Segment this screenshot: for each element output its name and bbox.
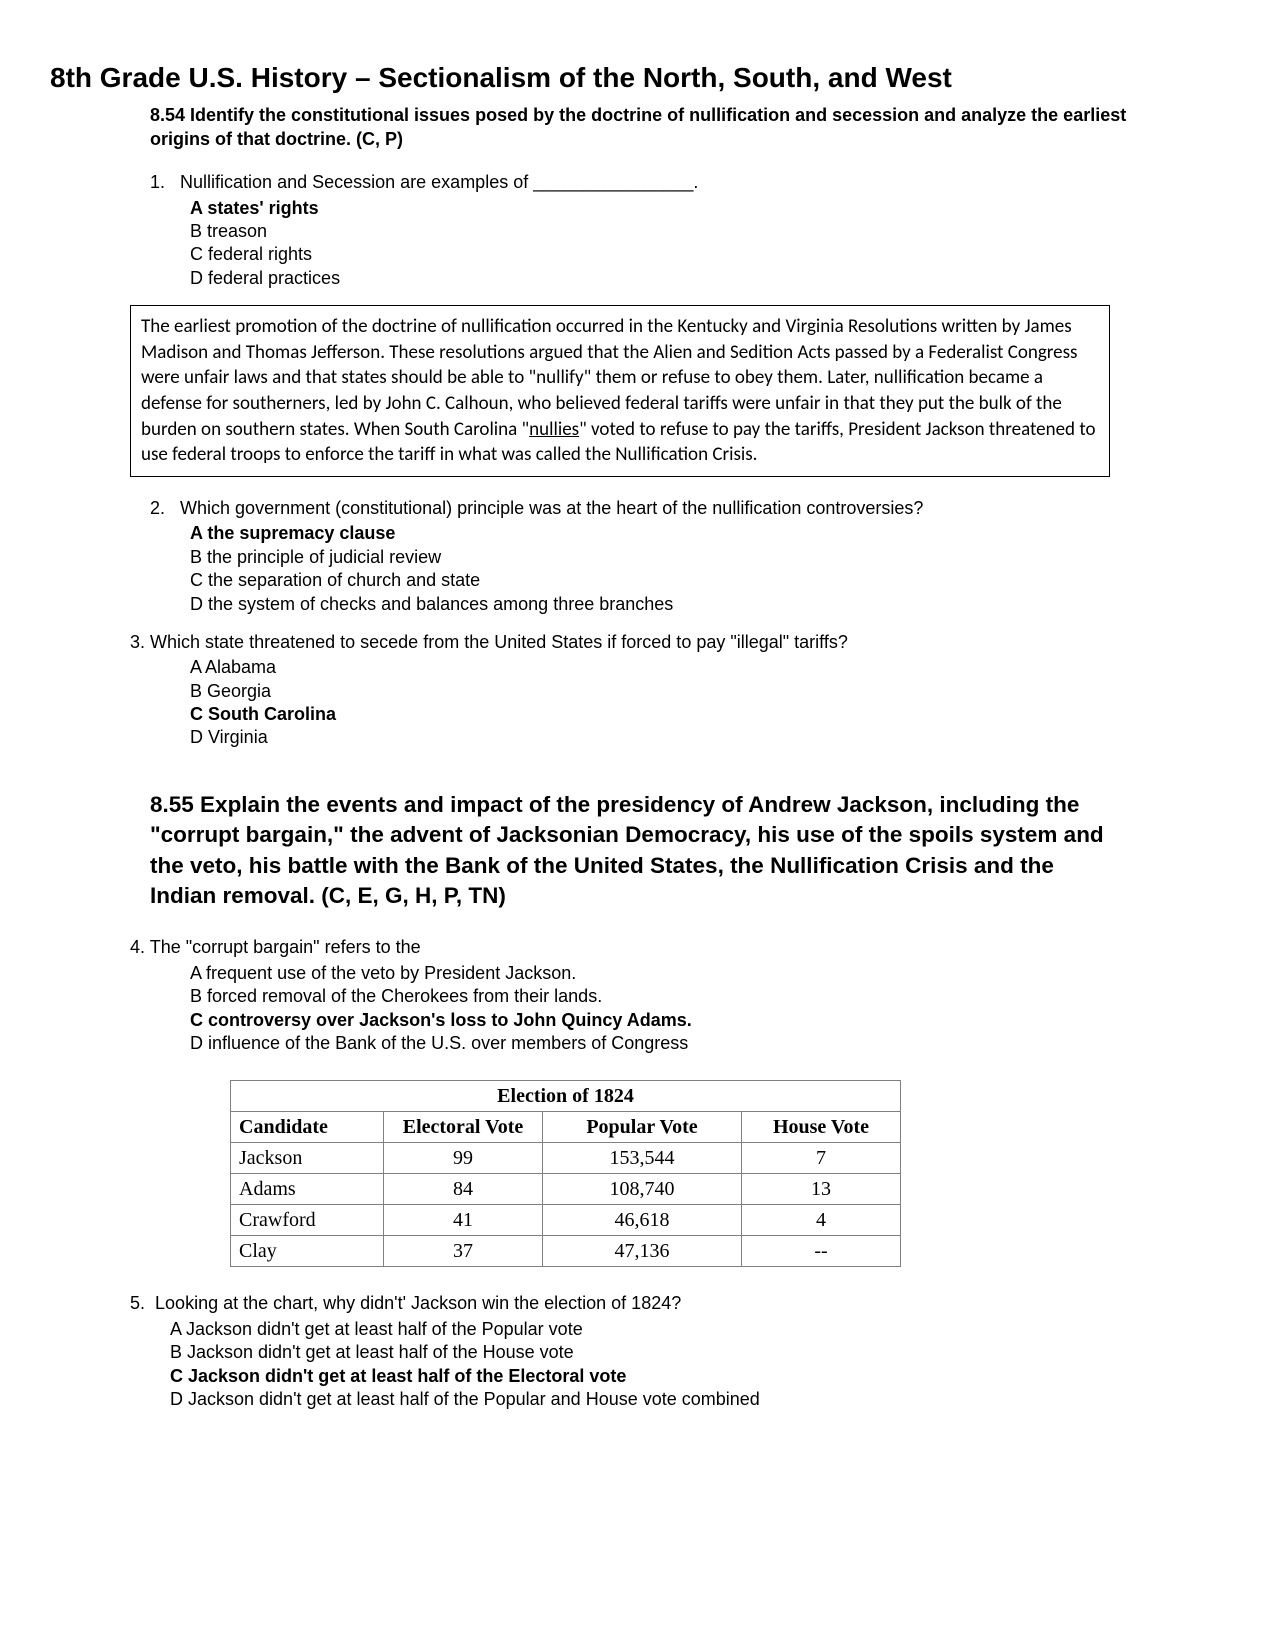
q2-text: Which government (constitutional) princi… [180, 498, 923, 518]
cell: 99 [384, 1143, 543, 1174]
chart-title: Election of 1824 [231, 1081, 901, 1112]
q3-option-b: B Georgia [190, 680, 1175, 703]
q1-option-b: B treason [190, 220, 1175, 243]
col-popular: Popular Vote [543, 1112, 742, 1143]
question-2: 2. Which government (constitutional) pri… [150, 497, 1175, 616]
q4-number: 4. [130, 937, 145, 957]
q4-option-a: A frequent use of the veto by President … [190, 962, 1175, 985]
col-electoral: Electoral Vote [384, 1112, 543, 1143]
cell: 41 [384, 1205, 543, 1236]
q2-option-d: D the system of checks and balances amon… [190, 593, 1175, 616]
q4-option-b: B forced removal of the Cherokees from t… [190, 985, 1175, 1008]
nullification-info-box: The earliest promotion of the doctrine o… [130, 305, 1110, 477]
question-3: 3. Which state threatened to secede from… [150, 631, 1175, 750]
q3-option-d: D Virginia [190, 726, 1175, 749]
cell: -- [742, 1236, 901, 1267]
question-4: 4. The "corrupt bargain" refers to the A… [150, 936, 1175, 1055]
question-1: 1. Nullification and Secession are examp… [150, 171, 1175, 290]
q5-text: Looking at the chart, why didn't' Jackso… [155, 1293, 681, 1313]
q3-text: Which state threatened to secede from th… [150, 632, 848, 652]
q5-option-c: C Jackson didn't get at least half of th… [170, 1365, 1175, 1388]
q4-text: The "corrupt bargain" refers to the [150, 937, 421, 957]
table-row: Crawford 41 46,618 4 [231, 1205, 901, 1236]
table-row: Jackson 99 153,544 7 [231, 1143, 901, 1174]
cell: 7 [742, 1143, 901, 1174]
standard-854-text: 8.54 Identify the constitutional issues … [150, 104, 1135, 151]
question-5: 5. Looking at the chart, why didn't' Jac… [150, 1292, 1175, 1411]
q1-option-c: C federal rights [190, 243, 1175, 266]
q2-option-c: C the separation of church and state [190, 569, 1175, 592]
cell: Adams [231, 1174, 384, 1205]
q1-option-a: A states' rights [190, 197, 1175, 220]
q5-option-b: B Jackson didn't get at least half of th… [170, 1341, 1175, 1364]
cell: 37 [384, 1236, 543, 1267]
q2-number: 2. [150, 498, 165, 518]
q3-number: 3. [130, 632, 145, 652]
table-row: Clay 37 47,136 -- [231, 1236, 901, 1267]
q1-text: Nullification and Secession are examples… [180, 172, 698, 192]
q3-option-a: A Alabama [190, 656, 1175, 679]
table-header-row: Candidate Electoral Vote Popular Vote Ho… [231, 1112, 901, 1143]
cell: 153,544 [543, 1143, 742, 1174]
col-candidate: Candidate [231, 1112, 384, 1143]
q4-option-d: D influence of the Bank of the U.S. over… [190, 1032, 1175, 1055]
infobox-text-underline: nullies [529, 418, 579, 441]
cell: 13 [742, 1174, 901, 1205]
cell: 108,740 [543, 1174, 742, 1205]
election-1824-table: Election of 1824 Candidate Electoral Vot… [230, 1080, 901, 1267]
q3-option-c: C South Carolina [190, 703, 1175, 726]
table-row: Adams 84 108,740 13 [231, 1174, 901, 1205]
q2-option-a: A the supremacy clause [190, 522, 1175, 545]
page-title: 8th Grade U.S. History – Sectionalism of… [50, 60, 1175, 96]
cell: Jackson [231, 1143, 384, 1174]
q1-option-d: D federal practices [190, 267, 1175, 290]
cell: 46,618 [543, 1205, 742, 1236]
q5-option-d: D Jackson didn't get at least half of th… [170, 1388, 1175, 1411]
q5-option-a: A Jackson didn't get at least half of th… [170, 1318, 1175, 1341]
cell: Clay [231, 1236, 384, 1267]
col-house: House Vote [742, 1112, 901, 1143]
q2-option-b: B the principle of judicial review [190, 546, 1175, 569]
standard-855-text: 8.55 Explain the events and impact of th… [150, 790, 1115, 912]
cell: 47,136 [543, 1236, 742, 1267]
cell: 4 [742, 1205, 901, 1236]
q1-number: 1. [150, 172, 165, 192]
q5-number: 5. [130, 1293, 145, 1313]
cell: 84 [384, 1174, 543, 1205]
cell: Crawford [231, 1205, 384, 1236]
q4-option-c: C controversy over Jackson's loss to Joh… [190, 1009, 1175, 1032]
